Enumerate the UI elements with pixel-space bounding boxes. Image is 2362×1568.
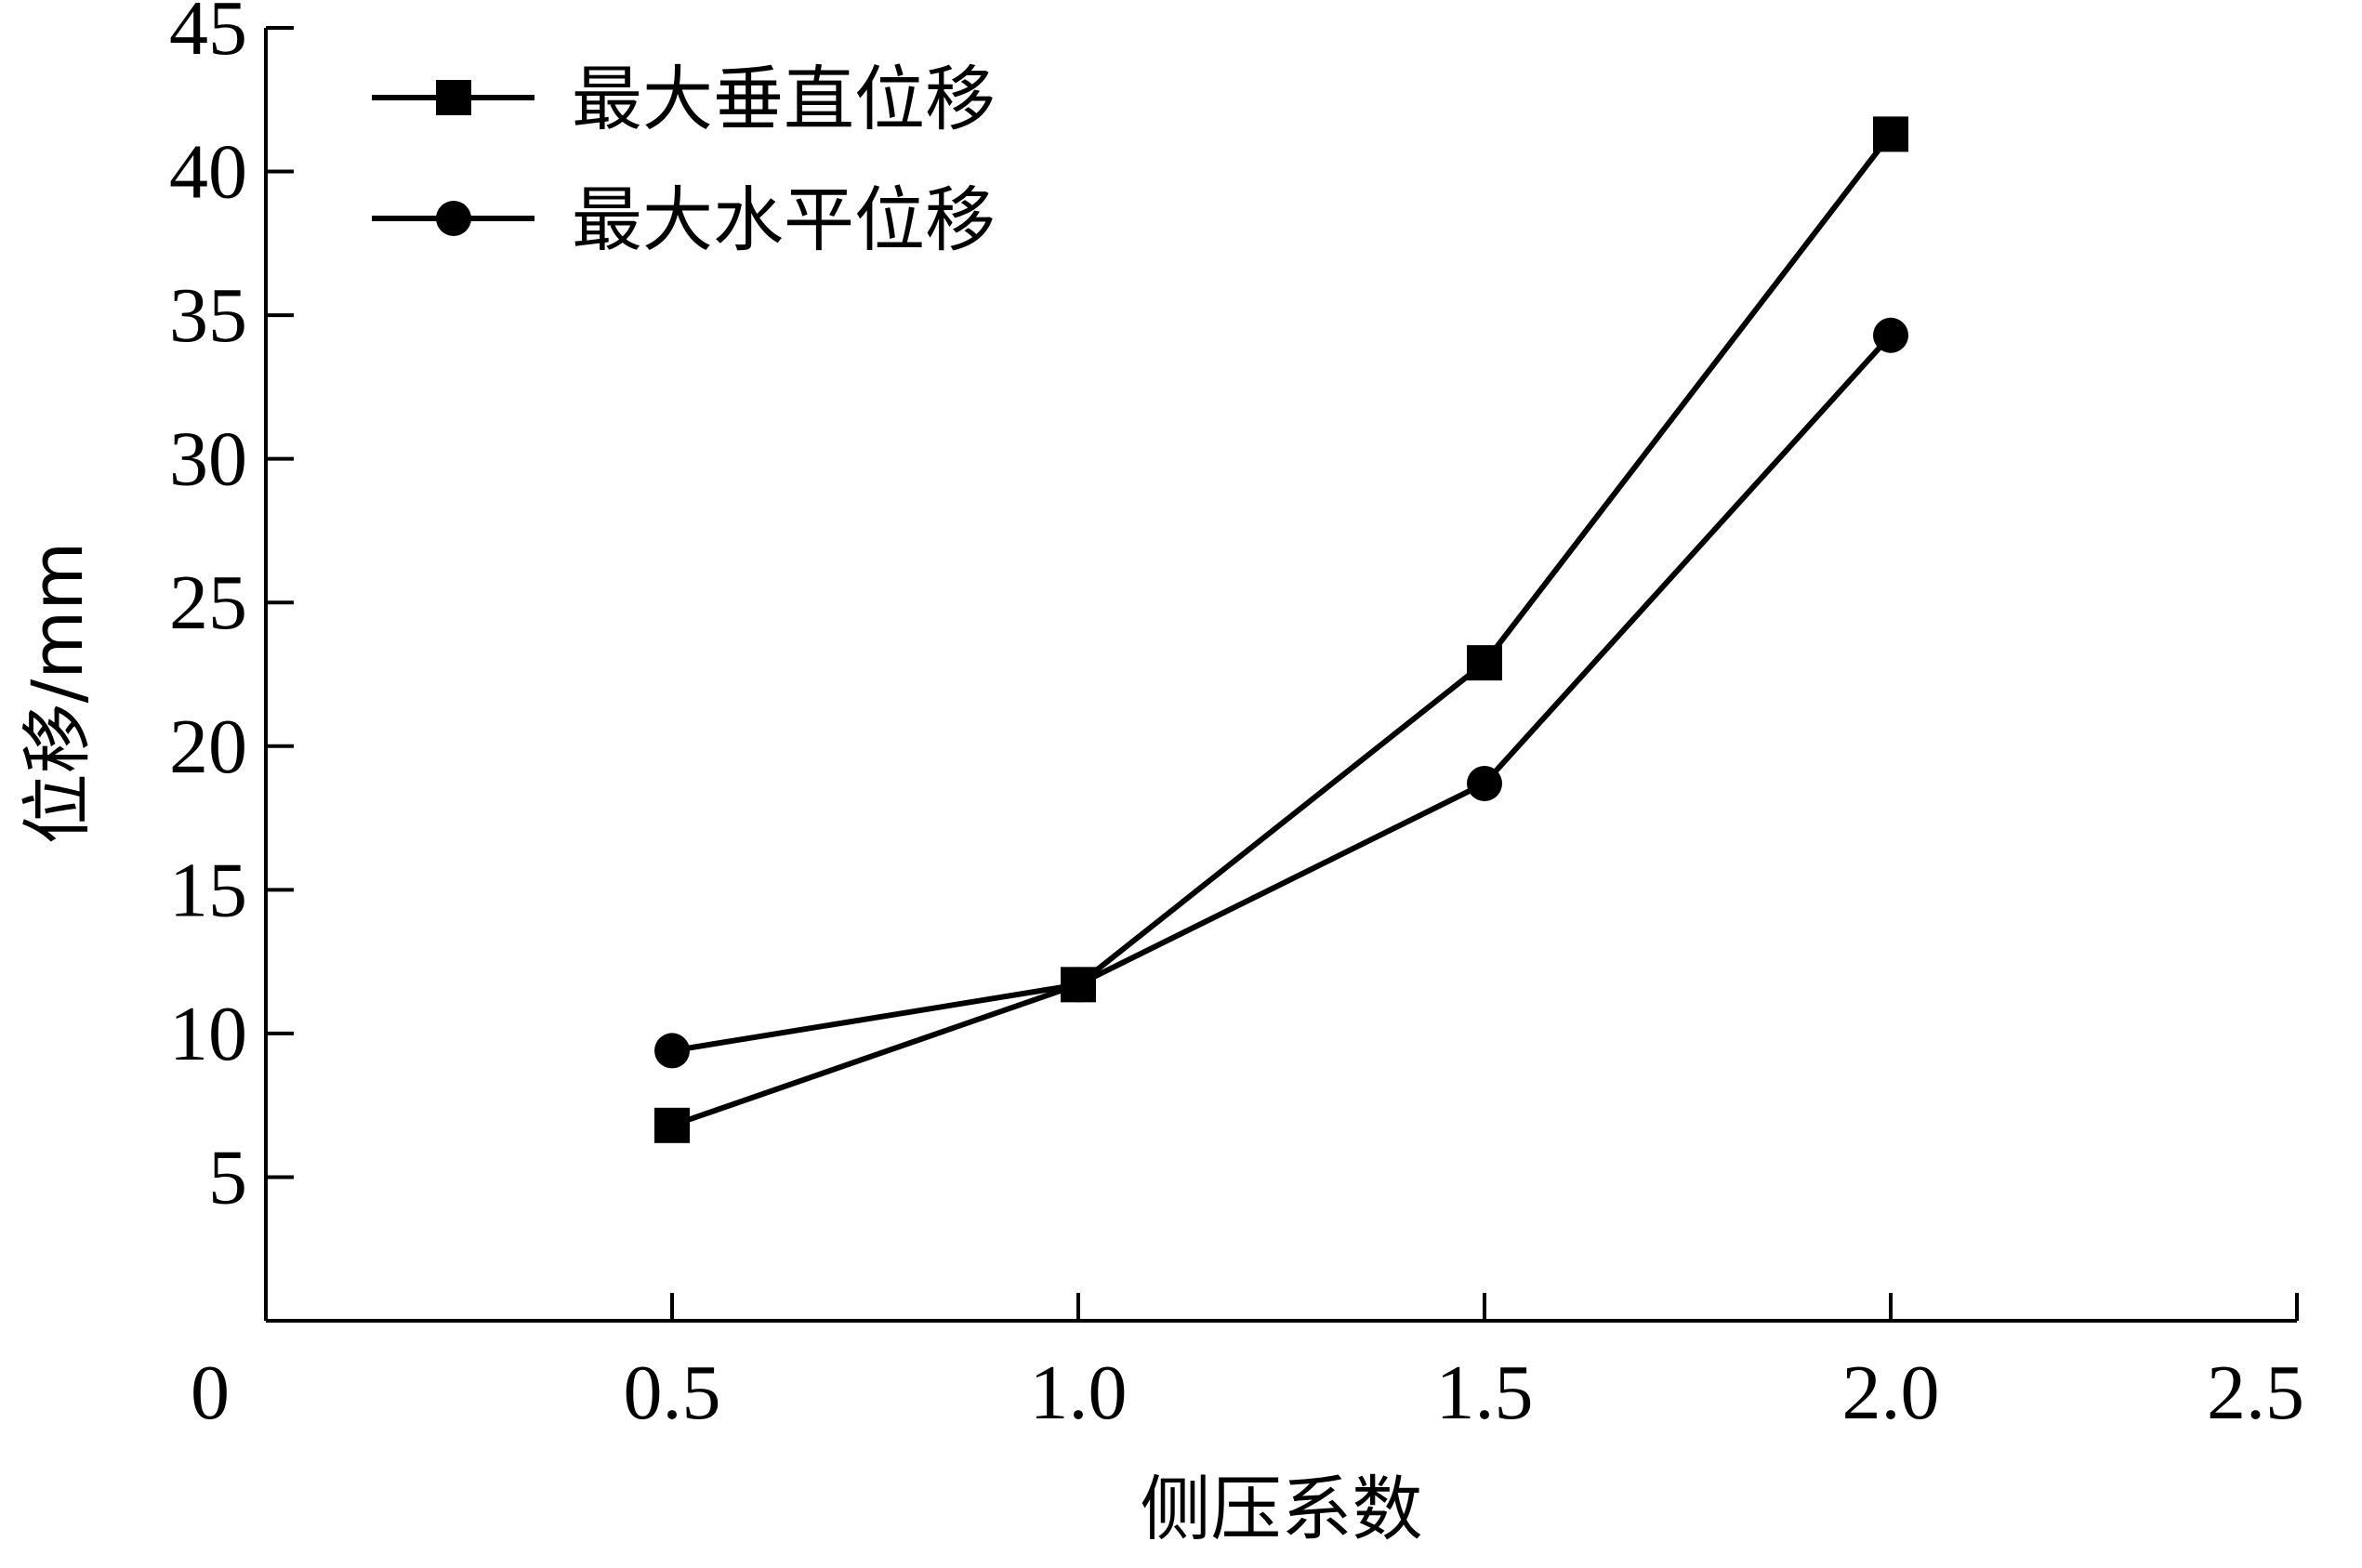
- legend-circle-marker: [436, 201, 471, 236]
- y-tick-label: 15: [169, 847, 247, 933]
- x-tick-label: 2.5: [2207, 1350, 2304, 1436]
- y-tick-label: 45: [169, 0, 247, 72]
- x-tick-label: 2.0: [1842, 1350, 1940, 1436]
- y-tick-label: 40: [169, 129, 247, 216]
- axes: [264, 28, 2297, 1323]
- series-1: [654, 116, 1908, 1143]
- data-point-circle: [1061, 967, 1096, 1003]
- legend-label: 最大水平位移: [572, 178, 996, 261]
- data-point-square: [1467, 645, 1502, 681]
- series-line: [671, 132, 1894, 1128]
- x-tick-label: 1.5: [1436, 1350, 1534, 1436]
- y-axis-ticks: 5 10 15 20 25 30 35 40 45: [169, 0, 294, 1220]
- data-point-square: [654, 1107, 690, 1143]
- y-axis-title: 位移/mm: [16, 542, 99, 845]
- series-line: [671, 333, 1894, 1054]
- x-axis-ticks: 0 0.5 1.0 1.5 2.0 2.5: [191, 1293, 2304, 1436]
- y-tick-label: 35: [169, 272, 247, 359]
- y-tick-label: 20: [169, 704, 247, 790]
- legend-item: 最大垂直位移: [372, 58, 996, 140]
- data-point-circle: [1873, 317, 1908, 353]
- y-tick-label: 30: [169, 416, 247, 503]
- x-tick-label: 1.0: [1030, 1350, 1128, 1436]
- data-point-square: [1873, 116, 1908, 152]
- y-tick-label: 5: [208, 1134, 247, 1220]
- legend-square-marker: [436, 80, 471, 115]
- y-tick-label: 25: [169, 560, 247, 646]
- series-2: [654, 317, 1908, 1069]
- plot-area: [654, 116, 1908, 1143]
- x-tick-label: 0: [191, 1350, 230, 1436]
- x-axis-title: 侧压系数: [1141, 1468, 1423, 1550]
- y-tick-label: 10: [169, 991, 247, 1077]
- data-point-circle: [654, 1033, 690, 1069]
- x-tick-label: 0.5: [624, 1350, 721, 1436]
- legend-label: 最大垂直位移: [572, 58, 996, 140]
- legend-item: 最大水平位移: [372, 178, 996, 261]
- data-point-circle: [1467, 765, 1502, 801]
